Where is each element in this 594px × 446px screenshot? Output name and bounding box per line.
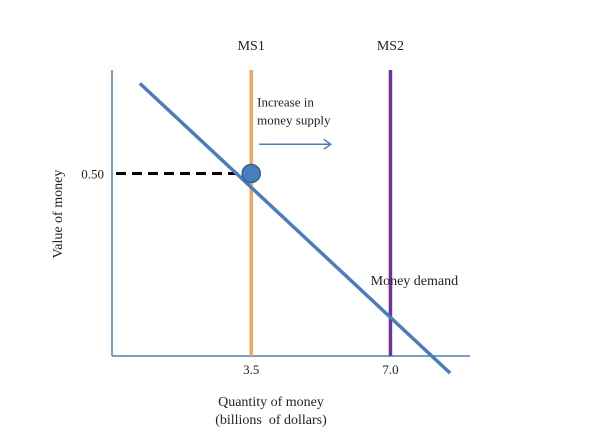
money-demand-label: Money demand: [371, 274, 458, 289]
x-tick-label: 7.0: [382, 362, 398, 377]
supply-shift-arrowhead: [323, 138, 333, 150]
annotation-text-line-2: money supply: [257, 112, 331, 127]
annotation-text-line-1: Increase in: [257, 94, 314, 109]
x-tick-label: 3.5: [243, 362, 259, 377]
equilibrium-point: [241, 163, 261, 184]
money-demand-line: [138, 82, 452, 375]
ms1-label: MS1: [238, 39, 265, 54]
y-tick-label: 0.50: [81, 167, 104, 182]
y-axis-label: Value of money: [51, 170, 66, 259]
x-axis-label-line-1: Quantity of money: [218, 395, 324, 410]
ms2-label: MS2: [377, 39, 404, 54]
x-axis-label-line-2: (billions of dollars): [215, 413, 327, 428]
